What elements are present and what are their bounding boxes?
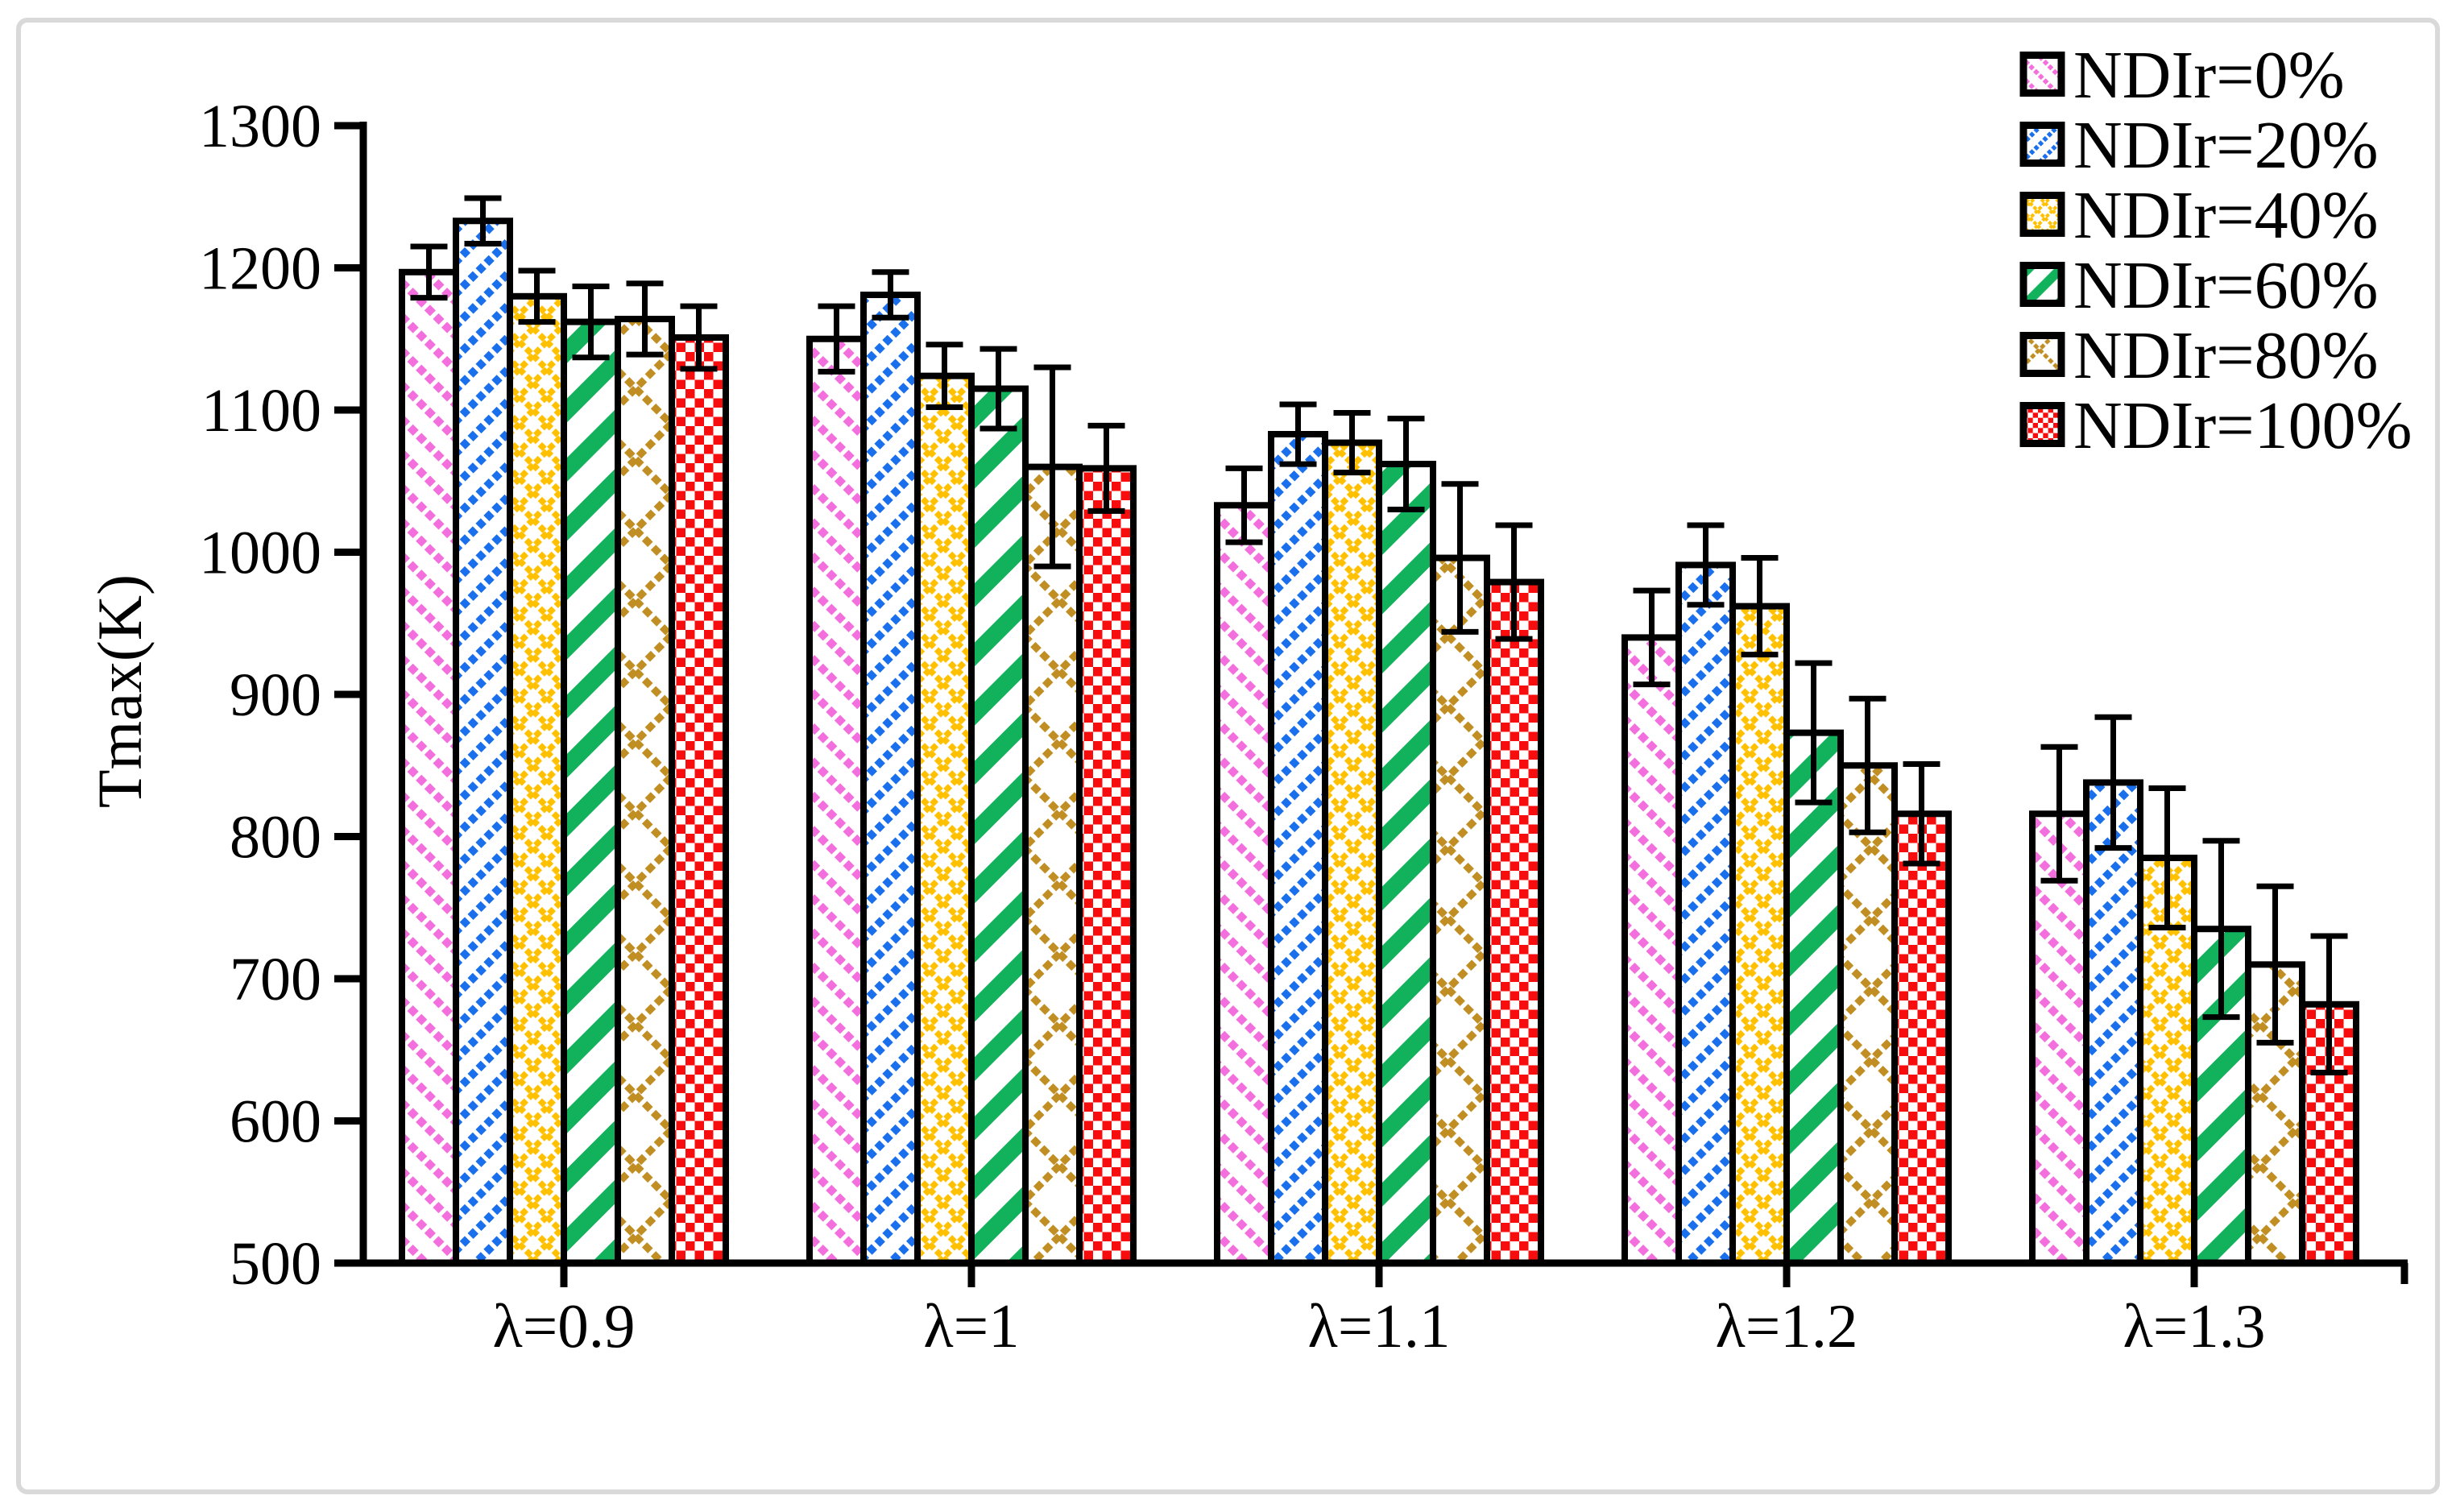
error-bar-λ=0.9-NDIr=80% [626,280,664,358]
bar-λ=1.2-NDIr=0% [1621,634,1682,1266]
bar-λ=1-NDIr=80% [1022,463,1083,1266]
legend-swatch [2019,402,2065,447]
legend-label: NDIr=80% [2073,318,2379,393]
x-category-label: λ=1 [923,1291,1019,1361]
error-bar-λ=1-NDIr=100% [1087,422,1125,514]
legend-swatch [2019,52,2065,97]
error-bar-λ=1.3-NDIr=40% [2148,785,2186,930]
error-bar-λ=1-NDIr=60% [980,346,1017,432]
bar-λ=1-NDIr=60% [968,385,1029,1266]
error-bar-λ=1.3-NDIr=100% [2310,933,2348,1075]
error-bar-λ=1.2-NDIr=0% [1633,587,1671,688]
y-tick-label: 600 [230,1088,321,1156]
bar-λ=1.1-NDIr=0% [1214,502,1274,1266]
bar-λ=1.1-NDIr=60% [1376,461,1436,1266]
x-category-label: λ=0.9 [492,1291,635,1361]
bar-λ=1.3-NDIr=20% [2083,779,2143,1266]
error-bar-λ=1.2-NDIr=100% [1903,760,1940,867]
bar-λ=1.2-NDIr=20% [1675,561,1736,1266]
legend-item: NDIr=0% [2019,38,2345,113]
legend-item: NDIr=20% [2019,108,2379,183]
legend-swatch [2019,122,2065,167]
error-bar-λ=1.3-NDIr=60% [2202,838,2240,1021]
legend-label: NDIr=0% [2073,38,2345,113]
y-tick-label: 700 [230,946,321,1013]
bar-λ=1.2-NDIr=100% [1891,810,1952,1266]
legend-swatch [2019,192,2065,237]
bar-λ=1-NDIr=40% [914,372,975,1266]
y-axis-title: Tmax(K) [85,574,155,808]
bar-λ=0.9-NDIr=0% [399,268,459,1266]
bar-λ=1.1-NDIr=40% [1322,439,1382,1266]
error-bar-λ=1.3-NDIr=0% [2040,744,2078,884]
error-bar-λ=1.2-NDIr=80% [1849,695,1887,835]
error-bar-λ=1-NDIr=20% [872,269,909,321]
bar-λ=0.9-NDIr=60% [561,318,621,1267]
bar-λ=1.2-NDIr=40% [1729,603,1790,1266]
error-bar-λ=1.3-NDIr=20% [2094,714,2132,851]
bar-λ=1.2-NDIr=60% [1783,729,1844,1266]
x-category-label: λ=1.3 [2123,1291,2265,1361]
error-bar-λ=0.9-NDIr=20% [464,195,502,246]
error-bar-λ=1-NDIr=80% [1033,364,1071,570]
legend-label: NDIr=100% [2073,388,2413,463]
x-category-label: λ=1.2 [1715,1291,1858,1361]
bar-λ=1.2-NDIr=80% [1837,762,1898,1266]
error-bar-λ=1-NDIr=40% [926,342,963,410]
plot-area: 1300 1200 1100 1000 900 800 700 600 500 λ=0.9 λ=1 λ… [199,93,2408,1361]
bar-λ=1-NDIr=20% [860,292,921,1266]
legend-label: NDIr=60% [2073,248,2379,323]
error-bar-λ=1.1-NDIr=80% [1441,481,1479,635]
error-bar-λ=1.1-NDIr=0% [1225,465,1263,545]
legend-label: NDIr=40% [2073,178,2379,253]
error-bar-λ=0.9-NDIr=0% [410,243,448,301]
bar-λ=1.1-NDIr=20% [1268,431,1328,1266]
legend-swatch [2019,262,2065,307]
y-tick-label: 500 [230,1230,321,1298]
legend-swatch [2019,332,2065,377]
legend-item: NDIr=60% [2019,248,2379,323]
bar-λ=0.9-NDIr=100% [669,333,729,1266]
y-tick-label: 900 [230,661,321,729]
error-bar-λ=1.2-NDIr=20% [1687,522,1725,608]
error-bar-λ=1.1-NDIr=20% [1279,401,1317,467]
error-bar-λ=0.9-NDIr=60% [572,283,610,361]
error-bar-λ=1.2-NDIr=60% [1795,660,1833,806]
legend-label: NDIr=20% [2073,108,2379,183]
bar-λ=1.1-NDIr=100% [1484,578,1544,1266]
error-bar-λ=1.1-NDIr=40% [1333,410,1371,476]
y-tick-label: 1200 [199,235,321,303]
y-tick-label: 1300 [199,93,321,160]
legend: NDIr=0%NDIr=20%NDIr=40%NDIr=60%NDIr=80%N… [2019,38,2413,463]
y-tick-label: 1000 [199,520,321,587]
legend-item: NDIr=80% [2019,318,2379,393]
error-bar-λ=1.3-NDIr=80% [2256,883,2294,1046]
bar-λ=1-NDIr=0% [806,335,867,1266]
bar-λ=0.9-NDIr=40% [507,292,567,1266]
bar-λ=1-NDIr=100% [1076,465,1137,1266]
error-bar-λ=0.9-NDIr=40% [518,267,556,325]
bar-λ=0.9-NDIr=80% [615,316,675,1266]
bar-λ=1.1-NDIr=80% [1430,554,1490,1266]
error-bar-λ=1.2-NDIr=40% [1741,555,1779,658]
bar-λ=1.3-NDIr=0% [2029,810,2089,1266]
legend-item: NDIr=100% [2019,388,2413,463]
x-category-label: λ=1.1 [1307,1291,1450,1361]
y-tick-label: 1100 [201,377,321,445]
error-bar-λ=1-NDIr=0% [818,303,855,375]
bar-λ=0.9-NDIr=20% [453,217,513,1266]
error-bar-λ=1.1-NDIr=60% [1387,416,1425,513]
error-bar-λ=1.1-NDIr=100% [1495,522,1533,642]
y-tick-label: 800 [230,804,321,872]
legend-item: NDIr=40% [2019,178,2379,253]
error-bar-λ=0.9-NDIr=100% [680,303,718,372]
